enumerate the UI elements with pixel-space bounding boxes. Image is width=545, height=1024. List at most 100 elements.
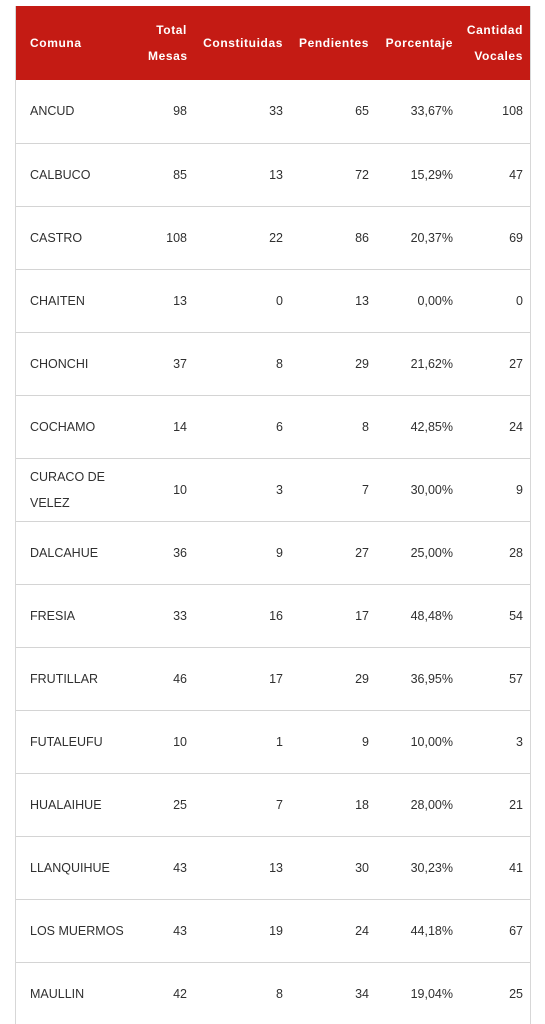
- header-row: Comuna Total Mesas Constituidas Pendient…: [16, 6, 530, 80]
- cell-porcentaje: 33,67%: [410, 104, 453, 119]
- cell-constituidas: 13: [269, 860, 283, 875]
- header-label: Pendientes: [298, 36, 369, 50]
- cell-cantidad-vocales: 24: [509, 419, 523, 434]
- table-row: LOS MUERMOS 43 19 24 44,18% 67: [16, 899, 530, 962]
- cell-pendientes: 9: [362, 734, 369, 749]
- table-row: LLANQUIHUE 43 13 30 30,23% 41: [16, 836, 530, 899]
- cell-cantidad-vocales: 25: [509, 986, 523, 1001]
- table-row: FRUTILLAR 46 17 29 36,95% 57: [16, 647, 530, 710]
- cell-pendientes: 72: [355, 167, 369, 182]
- cell-total-mesas: 108: [166, 230, 187, 245]
- cell-total-mesas: 37: [173, 356, 187, 371]
- cell-constituidas: 6: [276, 419, 283, 434]
- cell-cantidad-vocales: 47: [509, 167, 523, 182]
- cell-cantidad-vocales: 108: [502, 104, 523, 119]
- cell-comuna: DALCAHUE: [30, 545, 99, 560]
- cell-cantidad-vocales: 3: [516, 734, 523, 749]
- cell-total-mesas: 14: [173, 419, 187, 434]
- cell-constituidas: 33: [269, 104, 283, 119]
- cell-porcentaje: 30,23%: [410, 860, 453, 875]
- cell-total-mesas: 36: [173, 545, 187, 560]
- cell-constituidas: 7: [276, 797, 283, 812]
- cell-porcentaje: 28,00%: [410, 797, 453, 812]
- cell-porcentaje: 44,18%: [410, 923, 453, 938]
- cell-pendientes: 86: [355, 230, 369, 245]
- cell-cantidad-vocales: 9: [516, 482, 523, 497]
- cell-cantidad-vocales: 69: [509, 230, 523, 245]
- cell-porcentaje: 36,95%: [410, 671, 453, 686]
- cell-cantidad-vocales: 57: [509, 671, 523, 686]
- header-label: Constituidas: [203, 36, 283, 50]
- cell-pendientes: 8: [362, 419, 369, 434]
- cell-cantidad-vocales: 54: [509, 608, 523, 623]
- cell-cantidad-vocales: 41: [509, 860, 523, 875]
- cell-total-mesas: 42: [173, 986, 187, 1001]
- cell-pendientes: 13: [355, 293, 369, 308]
- table-row: MAULLIN 42 8 34 19,04% 25: [16, 962, 530, 1024]
- cell-constituidas: 9: [276, 545, 283, 560]
- cell-constituidas: 19: [269, 923, 283, 938]
- table-row: CHONCHI 37 8 29 21,62% 27: [16, 332, 530, 395]
- cell-constituidas: 16: [269, 608, 283, 623]
- results-table: Comuna Total Mesas Constituidas Pendient…: [16, 6, 530, 1024]
- header-total-mesas[interactable]: Total Mesas: [142, 6, 193, 80]
- table-row: COCHAMO 14 6 8 42,85% 24: [16, 395, 530, 458]
- results-table-container: Comuna Total Mesas Constituidas Pendient…: [15, 6, 531, 1024]
- cell-comuna: MAULLIN: [30, 986, 85, 1001]
- table-row: CASTRO 108 22 86 20,37% 69: [16, 206, 530, 269]
- table-row: HUALAIHUE 25 7 18 28,00% 21: [16, 773, 530, 836]
- cell-comuna: CASTRO: [30, 230, 83, 245]
- header-label: Cantidad: [466, 23, 523, 37]
- cell-comuna: CHONCHI: [30, 356, 89, 371]
- cell-porcentaje: 10,00%: [410, 734, 453, 749]
- cell-porcentaje: 20,37%: [410, 230, 453, 245]
- cell-comuna: CHAITEN: [30, 293, 85, 308]
- cell-total-mesas: 85: [173, 167, 187, 182]
- cell-porcentaje: 19,04%: [410, 986, 453, 1001]
- cell-comuna: LOS MUERMOS: [30, 923, 124, 938]
- header-label: Mesas: [148, 49, 188, 63]
- cell-pendientes: 65: [355, 104, 369, 119]
- cell-comuna: FUTALEUFU: [30, 734, 103, 749]
- table-row: DALCAHUE 36 9 27 25,00% 28: [16, 521, 530, 584]
- cell-constituidas: 1: [276, 734, 283, 749]
- header-pendientes[interactable]: Pendientes: [289, 6, 375, 80]
- cell-porcentaje: 42,85%: [410, 419, 453, 434]
- table-row: ANCUD 98 33 65 33,67% 108: [16, 80, 530, 143]
- cell-pendientes: 29: [355, 671, 369, 686]
- cell-constituidas: 3: [276, 482, 283, 497]
- cell-pendientes: 34: [355, 986, 369, 1001]
- header-porcentaje[interactable]: Porcentaje: [375, 6, 459, 80]
- cell-pendientes: 27: [355, 545, 369, 560]
- header-label: Porcentaje: [385, 36, 453, 50]
- cell-total-mesas: 25: [173, 797, 187, 812]
- header-label: Comuna: [30, 36, 82, 50]
- cell-pendientes: 17: [355, 608, 369, 623]
- cell-total-mesas: 13: [173, 293, 187, 308]
- cell-cantidad-vocales: 67: [509, 923, 523, 938]
- cell-porcentaje: 25,00%: [410, 545, 453, 560]
- cell-constituidas: 8: [276, 986, 283, 1001]
- cell-comuna: LLANQUIHUE: [30, 860, 110, 875]
- cell-constituidas: 17: [269, 671, 283, 686]
- cell-cantidad-vocales: 27: [509, 356, 523, 371]
- cell-total-mesas: 33: [173, 608, 187, 623]
- header-comuna[interactable]: Comuna: [16, 6, 142, 80]
- cell-comuna: HUALAIHUE: [30, 797, 102, 812]
- cell-porcentaje: 0,00%: [417, 293, 453, 308]
- header-cantidad-vocales[interactable]: Cantidad Vocales: [459, 6, 530, 80]
- cell-constituidas: 0: [276, 293, 283, 308]
- cell-porcentaje: 48,48%: [410, 608, 453, 623]
- cell-total-mesas: 46: [173, 671, 187, 686]
- cell-porcentaje: 21,62%: [410, 356, 453, 371]
- cell-comuna: ANCUD: [30, 104, 75, 119]
- table-row: FUTALEUFU 10 1 9 10,00% 3: [16, 710, 530, 773]
- cell-porcentaje: 30,00%: [410, 482, 453, 497]
- header-label: Vocales: [474, 49, 523, 63]
- cell-comuna: FRESIA: [30, 608, 76, 623]
- header-constituidas[interactable]: Constituidas: [193, 6, 289, 80]
- cell-comuna: FRUTILLAR: [30, 671, 99, 686]
- cell-total-mesas: 43: [173, 923, 187, 938]
- cell-cantidad-vocales: 21: [509, 797, 523, 812]
- table-row: CHAITEN 13 0 13 0,00% 0: [16, 269, 530, 332]
